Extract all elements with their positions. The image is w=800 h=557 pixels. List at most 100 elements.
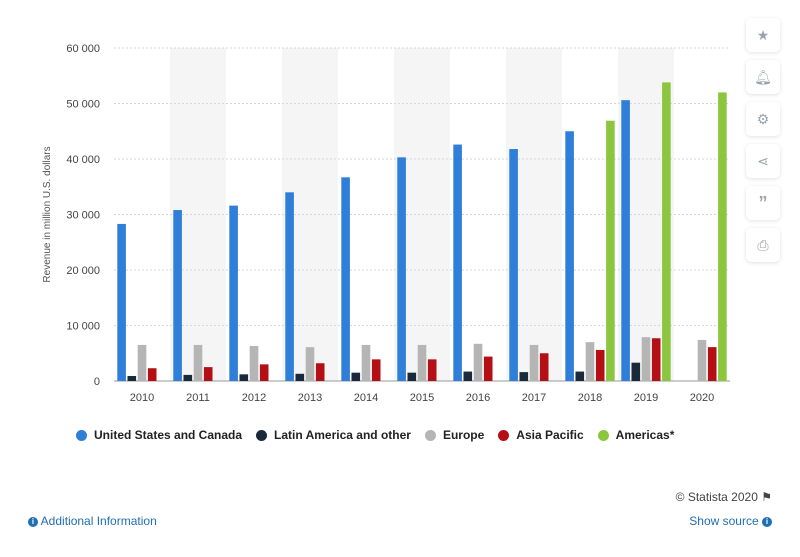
bar [509,149,518,381]
legend-item[interactable]: Europe [424,428,485,442]
legend-item[interactable]: United States and Canada [76,428,242,442]
bar [631,362,641,381]
chart-legend: United States and Canada Latin America an… [76,428,688,442]
bar [249,346,259,381]
x-tick-label: 2012 [242,392,266,404]
bar [361,344,371,381]
bar [229,205,238,381]
bar [621,100,630,382]
legend-marker [498,429,510,441]
legend-item[interactable]: Latin America and other [256,428,411,442]
legend-label: Americas* [615,428,675,442]
chart-toolbar: ★ 🔔︎ ⚙ ⋖ ” ⎙ [746,18,782,270]
bar [397,157,406,381]
bar [473,343,483,381]
legend-item[interactable]: Americas* [597,428,675,442]
x-tick-label: 2011 [186,392,210,404]
show-source-label: Show source [689,514,759,528]
bar [519,372,529,381]
bar [239,374,249,381]
x-tick-label: 2014 [354,392,378,404]
flag-icon: ⚑ [761,490,772,504]
bar [137,344,147,381]
bar [707,347,717,381]
cite-button[interactable]: ” [746,186,780,220]
gear-icon: ⚙ [756,110,770,127]
bar [606,120,615,381]
y-tick-label: 20 000 [66,265,100,277]
share-icon: ⋖ [757,152,769,169]
legend-label: United States and Canada [94,428,243,442]
bar [193,344,203,381]
bar [427,359,437,381]
bar [651,338,661,381]
notification-button[interactable]: 🔔︎ [746,60,780,94]
settings-button[interactable]: ⚙ [746,102,780,136]
bar [259,364,269,381]
additional-information-link[interactable]: i Additional Information [28,514,157,528]
x-tick-label: 2017 [522,392,546,404]
bar [529,344,539,381]
favorite-button[interactable]: ★ [746,18,780,52]
y-tick-label: 50 000 [66,99,100,111]
bar [147,368,157,381]
bar [453,144,462,381]
legend-marker [76,429,87,441]
x-tick-label: 2013 [298,392,322,404]
x-tick-label: 2019 [634,392,658,404]
x-tick-label: 2015 [410,392,434,404]
bar [483,356,493,381]
y-tick-label: 60 000 [66,43,100,55]
copyright-text: © Statista 2020 ⚑ [676,490,772,504]
x-tick-label: 2018 [578,392,602,404]
bar [417,344,427,381]
legend-label: Latin America and other [274,428,411,442]
bar-chart: 0 10 000 20 000 30 000 40 000 50 000 60 000 Rev… [42,43,730,404]
bar [371,359,381,381]
bar [463,371,473,381]
bar [117,223,126,381]
bar [575,371,585,381]
bar [203,367,213,381]
legend-label: Asia Pacific [516,428,584,442]
legend-marker [597,429,609,441]
share-button[interactable]: ⋖ [746,144,780,178]
bar [173,210,182,381]
y-tick-label: 0 [94,376,100,388]
bar [295,373,305,381]
y-axis-title: Revenue in million U.S. dollars [42,146,53,282]
legend-marker [424,429,436,441]
star-icon: ★ [756,26,770,43]
bell-icon: 🔔︎ [754,68,772,85]
show-source-link[interactable]: Show source i [689,514,772,528]
bar [407,372,417,381]
x-tick-label: 2016 [466,392,490,404]
bar [183,374,193,381]
print-icon: ⎙ [757,236,769,253]
bar [565,131,574,381]
legend-item[interactable]: Asia Pacific [498,428,584,442]
bar [641,337,651,381]
additional-information-label: Additional Information [40,514,157,528]
bar [351,372,361,381]
print-button[interactable]: ⎙ [746,228,780,262]
copyright-label: © Statista 2020 [675,490,758,504]
legend-label: Europe [442,428,485,442]
quote-icon: ” [758,192,768,213]
info-icon: i [762,517,772,527]
y-tick-label: 30 000 [66,210,100,222]
bar [697,339,707,381]
x-tick-label: 2010 [130,392,154,404]
y-tick-label: 10 000 [66,321,100,333]
bar [285,192,294,381]
bar [315,363,325,381]
bar [718,92,727,382]
bar [341,177,350,381]
bar [305,347,315,381]
legend-marker [256,429,268,441]
bar [127,376,137,381]
bar [662,82,671,381]
bar [539,353,549,381]
y-tick-label: 40 000 [66,154,100,166]
